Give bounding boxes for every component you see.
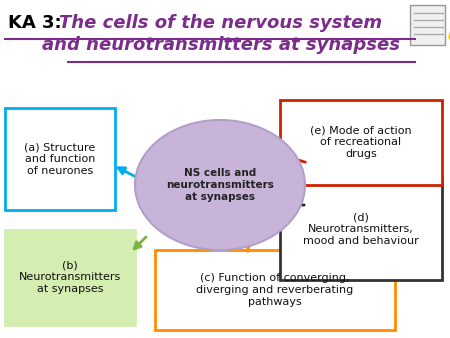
FancyBboxPatch shape <box>155 250 395 330</box>
FancyArrowPatch shape <box>245 242 252 251</box>
Text: (d)
Neurotransmitters,
mood and behaviour: (d) Neurotransmitters, mood and behaviou… <box>303 212 419 246</box>
FancyBboxPatch shape <box>5 108 115 210</box>
Ellipse shape <box>135 120 305 250</box>
FancyBboxPatch shape <box>280 100 442 185</box>
Text: (a) Structure
and function
of neurones: (a) Structure and function of neurones <box>24 142 95 176</box>
Text: NS cells and
neurotransmitters
at synapses: NS cells and neurotransmitters at synaps… <box>166 168 274 201</box>
Text: (c) Function of converging,
diverging and reverberating
pathways: (c) Function of converging, diverging an… <box>196 273 354 307</box>
FancyBboxPatch shape <box>280 178 442 280</box>
Text: KA 3:: KA 3: <box>8 14 68 32</box>
Text: (e) Mode of action
of recreational
drugs: (e) Mode of action of recreational drugs <box>310 125 412 159</box>
FancyArrowPatch shape <box>118 168 135 177</box>
FancyArrowPatch shape <box>288 202 304 208</box>
Text: (b)
Neurotransmitters
at synapses: (b) Neurotransmitters at synapses <box>19 260 121 294</box>
FancyArrowPatch shape <box>134 237 146 249</box>
FancyBboxPatch shape <box>5 230 135 325</box>
FancyArrowPatch shape <box>288 155 306 162</box>
FancyBboxPatch shape <box>410 5 445 45</box>
Text: The cells of the nervous system
and neurotransmitters at synapses: The cells of the nervous system and neur… <box>41 14 400 53</box>
